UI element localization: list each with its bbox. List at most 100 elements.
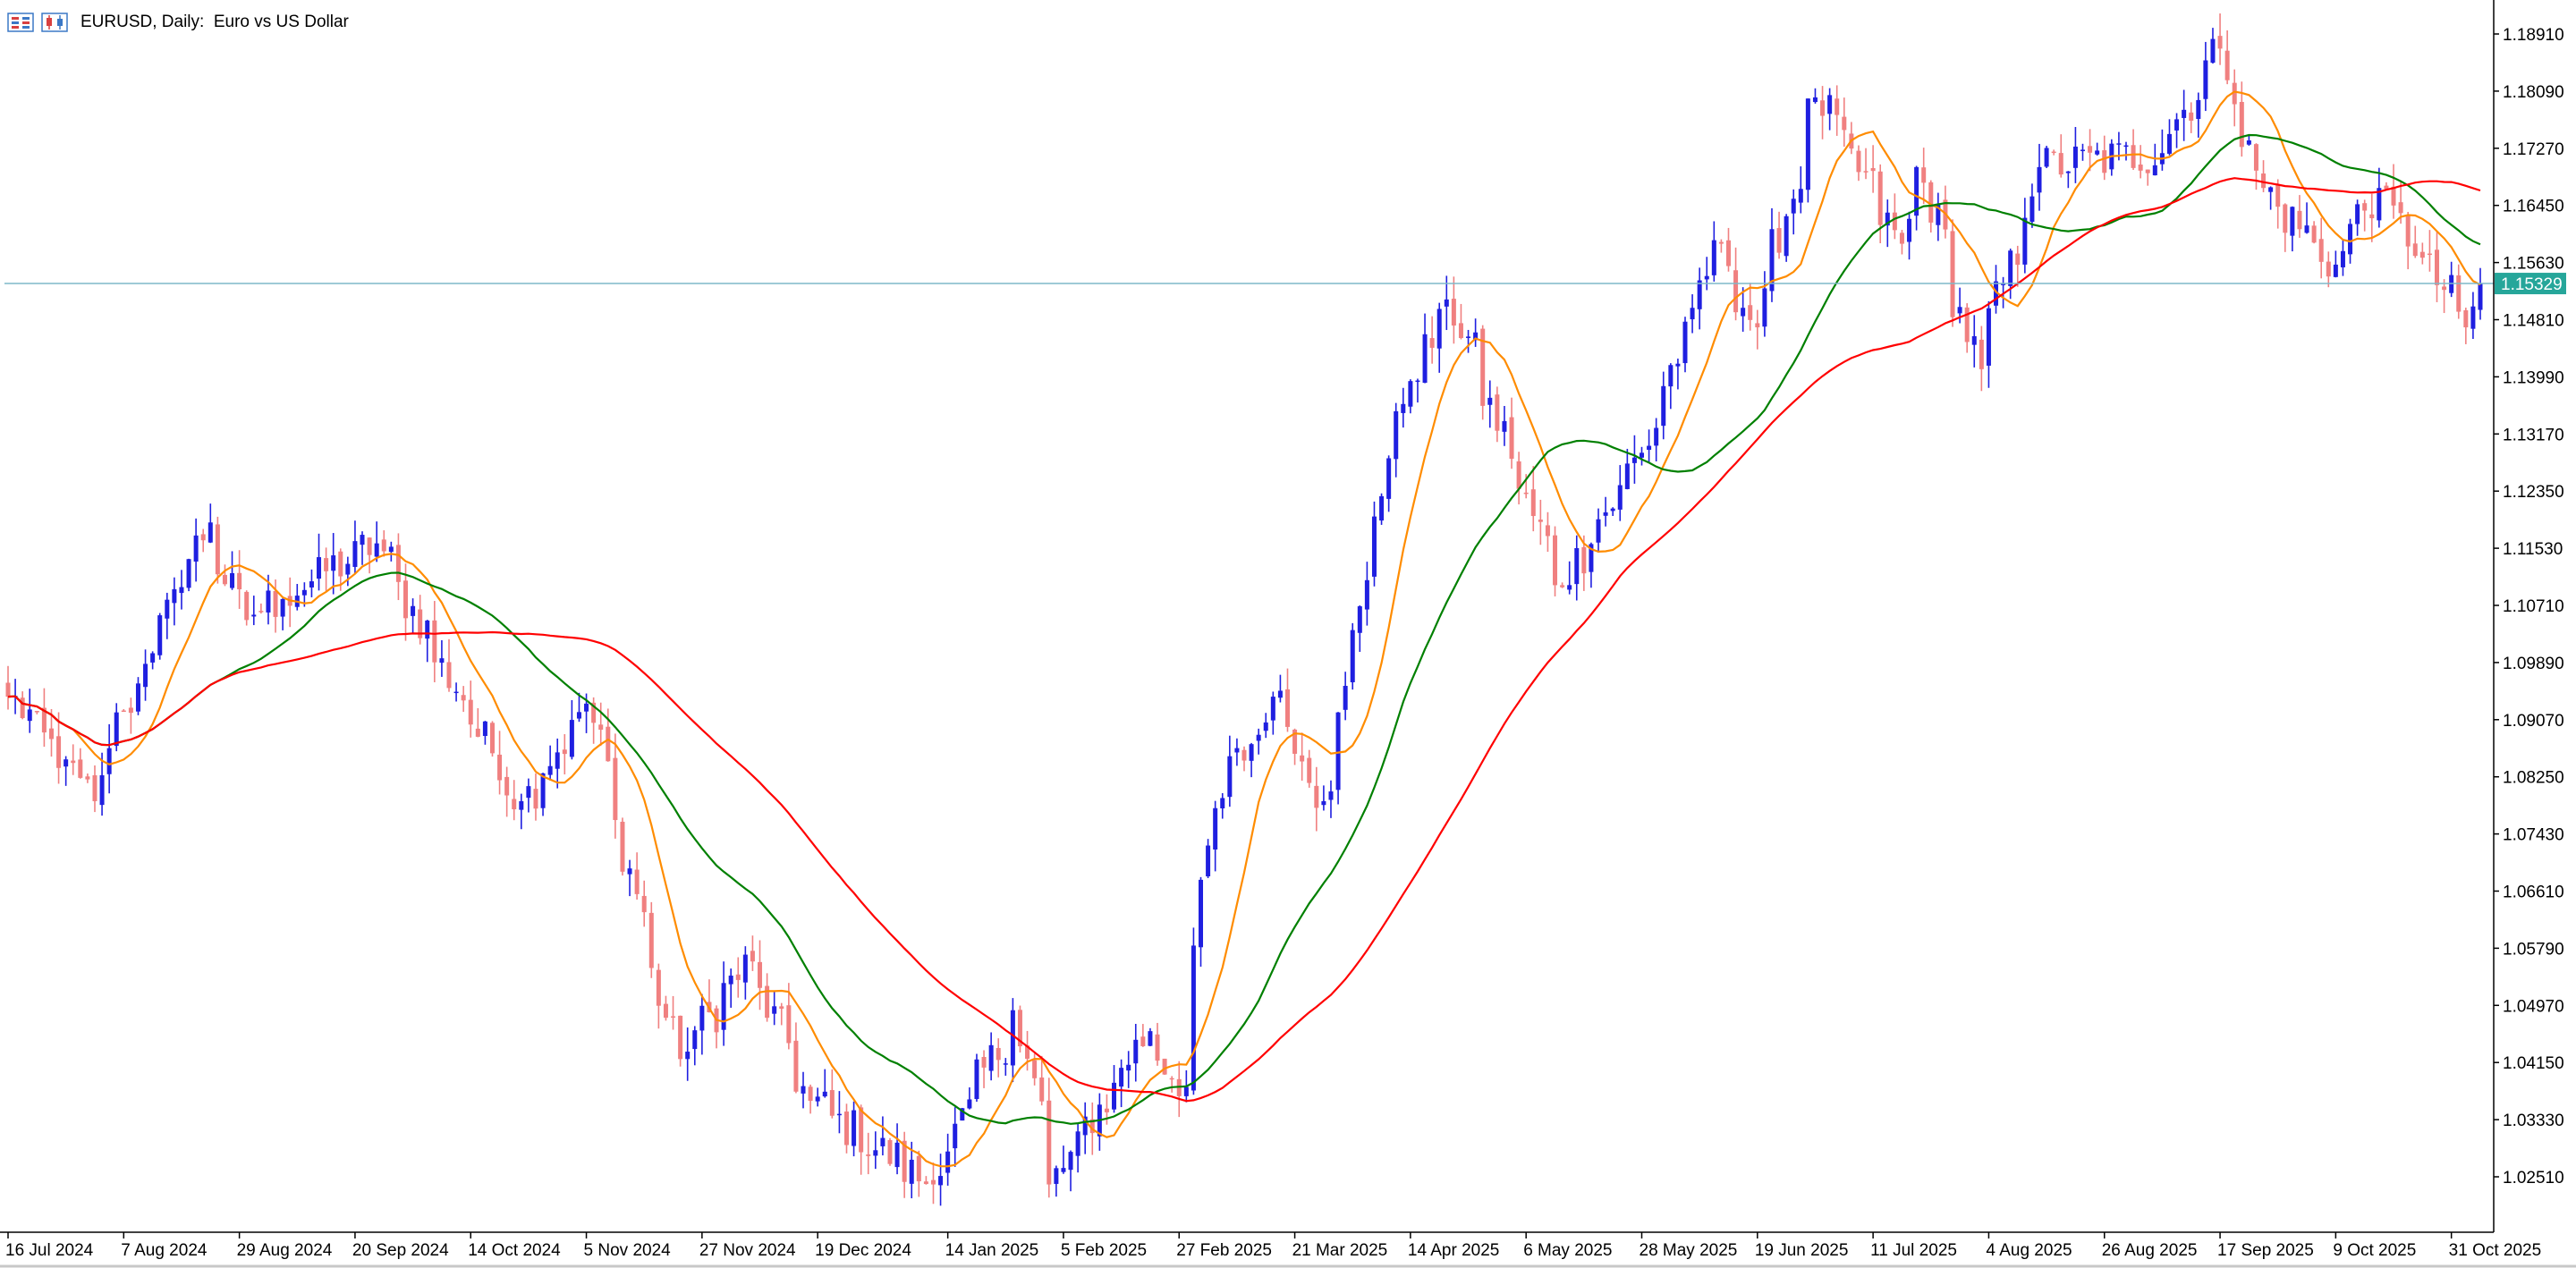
time-tick-label: 27 Feb 2025	[1176, 1241, 1272, 1260]
candle	[1711, 221, 1716, 282]
candle-body	[1162, 1058, 1167, 1075]
candle	[1133, 1023, 1139, 1082]
moving-average-line-1	[7, 90, 2481, 1168]
candle-body	[699, 1005, 705, 1031]
candle	[1545, 511, 1550, 553]
candle-body	[1343, 685, 1348, 710]
candle-body	[1805, 98, 1810, 190]
candle	[648, 901, 654, 978]
candle-body	[960, 1108, 965, 1121]
candle	[135, 677, 140, 715]
candle-body	[1798, 189, 1803, 203]
candle	[1907, 211, 1912, 260]
candle	[1639, 446, 1645, 466]
candle	[1444, 275, 1449, 331]
candle	[1126, 1051, 1131, 1088]
candle-body	[1971, 335, 1977, 345]
candle-body	[1624, 463, 1630, 489]
candle	[793, 1022, 799, 1094]
candle-body	[1371, 516, 1377, 577]
candle	[894, 1123, 900, 1175]
candle-body	[1300, 755, 1305, 762]
candle	[2037, 143, 2042, 211]
candle	[1631, 435, 1637, 484]
candle	[1241, 746, 1247, 772]
candle-body	[27, 709, 32, 722]
candle-body	[1791, 199, 1796, 214]
time-tick-label: 6 May 2025	[1523, 1241, 1612, 1260]
candle	[453, 682, 459, 702]
candle	[2268, 186, 2274, 210]
candle-body	[2268, 187, 2274, 192]
candle-body	[2348, 224, 2353, 255]
candle-body	[489, 723, 495, 754]
price-tick-label: 1.05790	[2503, 940, 2564, 959]
candlestick-chart-icon[interactable]	[41, 12, 68, 33]
candle	[1610, 507, 1615, 517]
candle-body	[1682, 321, 1688, 364]
candle	[887, 1137, 893, 1166]
candle-body	[887, 1140, 893, 1164]
candle	[923, 1176, 928, 1185]
candle-body	[967, 1099, 972, 1109]
candle-body	[627, 868, 632, 875]
bar-chart-icon[interactable]	[7, 12, 34, 33]
candle	[1574, 535, 1580, 601]
candle-body	[1270, 697, 1275, 721]
moving-average-line-3	[7, 177, 2481, 1103]
plot-area[interactable]	[5, 13, 2483, 1206]
candle	[1936, 192, 1941, 241]
candle	[1307, 749, 1312, 788]
candle	[2449, 261, 2454, 298]
candle-body	[2318, 239, 2324, 262]
time-tick-label: 17 Sep 2025	[2217, 1241, 2314, 1260]
candle	[1155, 1022, 1160, 1066]
candle-body	[2001, 283, 2006, 285]
candle	[1654, 418, 1659, 461]
candle	[967, 1087, 972, 1110]
candle	[2427, 230, 2432, 272]
candle-body	[1892, 212, 1897, 231]
candle-body	[2029, 196, 2035, 222]
candle-body	[880, 1137, 886, 1146]
price-tick-label: 1.15630	[2503, 255, 2564, 274]
candle-body	[2398, 202, 2403, 214]
moving-average-line-2	[7, 133, 2481, 1125]
candle	[1986, 300, 1991, 388]
candle	[99, 752, 105, 816]
candle	[576, 692, 581, 723]
candle	[2065, 171, 2071, 189]
candle	[1791, 189, 1796, 235]
candle-body	[540, 773, 546, 808]
time-tick-label: 21 Mar 2025	[1292, 1241, 1388, 1260]
candle-body	[5, 682, 11, 697]
candle-body	[512, 799, 517, 810]
candle-body	[1647, 445, 1652, 451]
candle	[2196, 92, 2201, 138]
candle	[280, 598, 285, 630]
candle-body	[2095, 150, 2100, 155]
candle-body	[641, 895, 647, 913]
candle-body	[2131, 145, 2136, 168]
candle-body	[48, 728, 54, 740]
candle-body	[1639, 452, 1645, 458]
candle	[128, 697, 133, 734]
candle-body	[1335, 712, 1341, 790]
candle-body	[2166, 133, 2172, 154]
candle-body	[2123, 145, 2129, 148]
candle-body	[1502, 420, 1507, 432]
candle	[2029, 183, 2035, 228]
candle-body	[1603, 511, 1608, 516]
candle-body	[779, 1006, 784, 1010]
candle	[779, 1002, 784, 1026]
time-tick-label: 19 Dec 2024	[815, 1241, 911, 1260]
candle-body	[1003, 1063, 1008, 1065]
candle-body	[345, 563, 351, 575]
candle	[381, 530, 386, 557]
candle-body	[1979, 339, 1984, 369]
candle-body	[1350, 630, 1355, 682]
candle	[1343, 672, 1348, 721]
candle	[1422, 313, 1428, 384]
